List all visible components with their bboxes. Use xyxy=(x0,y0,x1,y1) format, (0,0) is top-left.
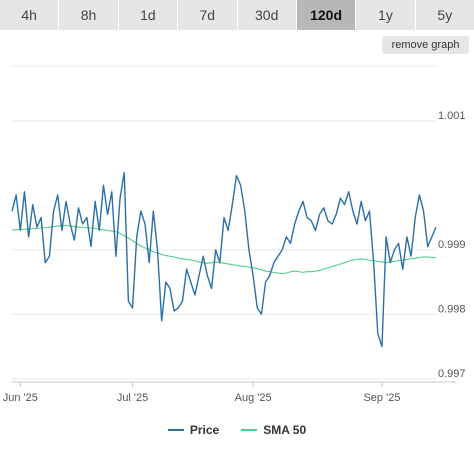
tab-1d[interactable]: 1d xyxy=(118,0,179,30)
tab-8h[interactable]: 8h xyxy=(59,0,119,30)
tab-120d[interactable]: 120d xyxy=(296,0,357,30)
remove-graph-button[interactable]: remove graph xyxy=(382,36,469,54)
x-tick-label: Aug '25 xyxy=(235,392,272,404)
tab-4h[interactable]: 4h xyxy=(0,0,60,30)
tab-7d[interactable]: 7d xyxy=(178,0,238,30)
legend-label: Price xyxy=(189,423,220,437)
timeframe-tabs: 4h 8h 1d 7d 30d 120d 1y 5y xyxy=(0,0,474,30)
legend-swatch xyxy=(241,429,258,431)
y-tick-label: 0.997 xyxy=(438,368,466,380)
x-tick-label: Jul '25 xyxy=(117,392,148,404)
y-tick-label: 1.001 xyxy=(438,110,466,122)
price-chart: 0.997 0.998 0.999 1.001 Jun '25 Jul '25 Aug '2… xyxy=(3,65,466,404)
tab-30d[interactable]: 30d xyxy=(237,0,297,30)
legend-item-sma-50[interactable]: SMA 50 xyxy=(241,420,306,440)
legend-swatch xyxy=(167,429,184,431)
legend-label: SMA 50 xyxy=(263,423,307,437)
y-tick-label: 0.998 xyxy=(438,303,466,315)
tab-1y[interactable]: 1y xyxy=(356,0,416,30)
y-tick-label: 0.999 xyxy=(438,239,466,251)
chart-legend: Price SMA 50 xyxy=(0,420,474,440)
legend-item-price[interactable]: Price xyxy=(167,420,220,440)
price-line xyxy=(11,171,437,348)
sma-50-line xyxy=(12,224,436,275)
x-tick-label: Sep '25 xyxy=(363,392,400,404)
x-tick-label: Jun '25 xyxy=(3,392,38,404)
tab-5y[interactable]: 5y xyxy=(415,0,474,30)
